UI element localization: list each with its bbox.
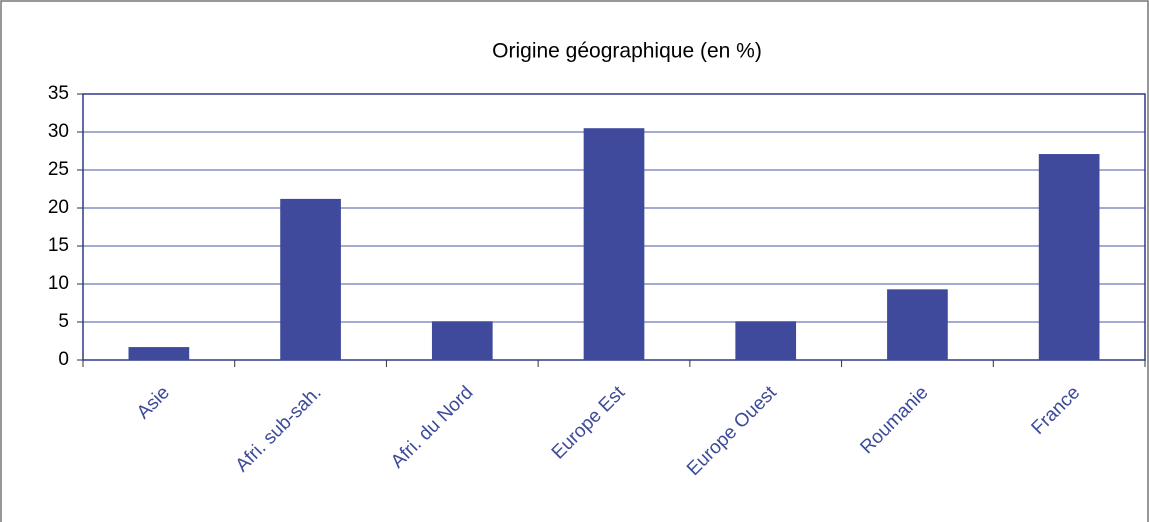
y-tick-label: 10 [48, 273, 69, 294]
y-tick-label: 5 [58, 311, 69, 332]
bar [735, 321, 797, 360]
x-tick-label: Europe Est [548, 382, 630, 464]
y-tick-label: 25 [48, 159, 69, 180]
x-tick-label: Asie [133, 382, 174, 423]
bar [1038, 154, 1100, 360]
x-tick-label: France [1028, 382, 1085, 439]
chart-title: Origine géographique (en %) [492, 40, 762, 63]
y-tick-label: 0 [58, 349, 69, 370]
y-tick-label: 20 [48, 197, 69, 218]
bar [583, 128, 645, 360]
y-tick-label: 30 [48, 121, 69, 142]
y-tick-label: 15 [48, 235, 69, 256]
bar [128, 347, 190, 360]
x-tick-label: Afri. du Nord [387, 382, 477, 472]
bar [431, 321, 493, 360]
bar [280, 198, 341, 360]
x-tick-label: Europe Ouest [683, 382, 781, 480]
x-tick-label: Afri. sub-sah. [232, 382, 326, 476]
x-tick-label: Roumanie [856, 382, 932, 458]
y-tick-label: 35 [48, 83, 69, 104]
bar [887, 289, 948, 360]
